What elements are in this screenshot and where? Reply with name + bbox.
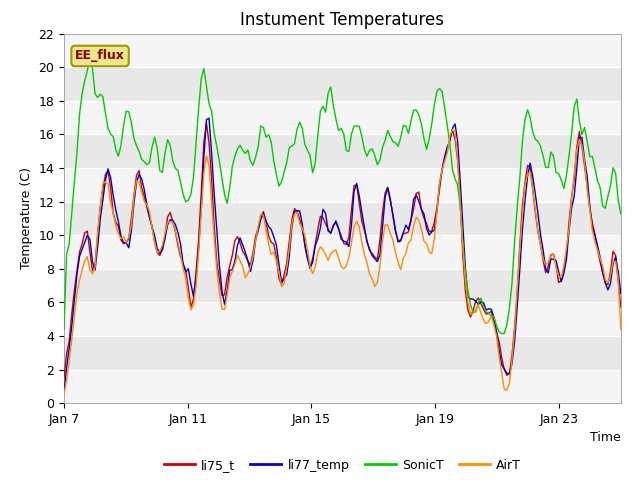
Title: Instument Temperatures: Instument Temperatures xyxy=(241,11,444,29)
Bar xyxy=(64,370,621,403)
X-axis label: Time: Time xyxy=(590,432,621,444)
Bar xyxy=(64,235,621,269)
Bar xyxy=(64,302,621,336)
Bar xyxy=(64,34,621,67)
Bar xyxy=(64,168,621,202)
Text: EE_flux: EE_flux xyxy=(75,49,125,62)
Bar xyxy=(64,101,621,134)
Legend: li75_t, li77_temp, SonicT, AirT: li75_t, li77_temp, SonicT, AirT xyxy=(159,454,526,477)
Y-axis label: Temperature (C): Temperature (C) xyxy=(20,168,33,269)
